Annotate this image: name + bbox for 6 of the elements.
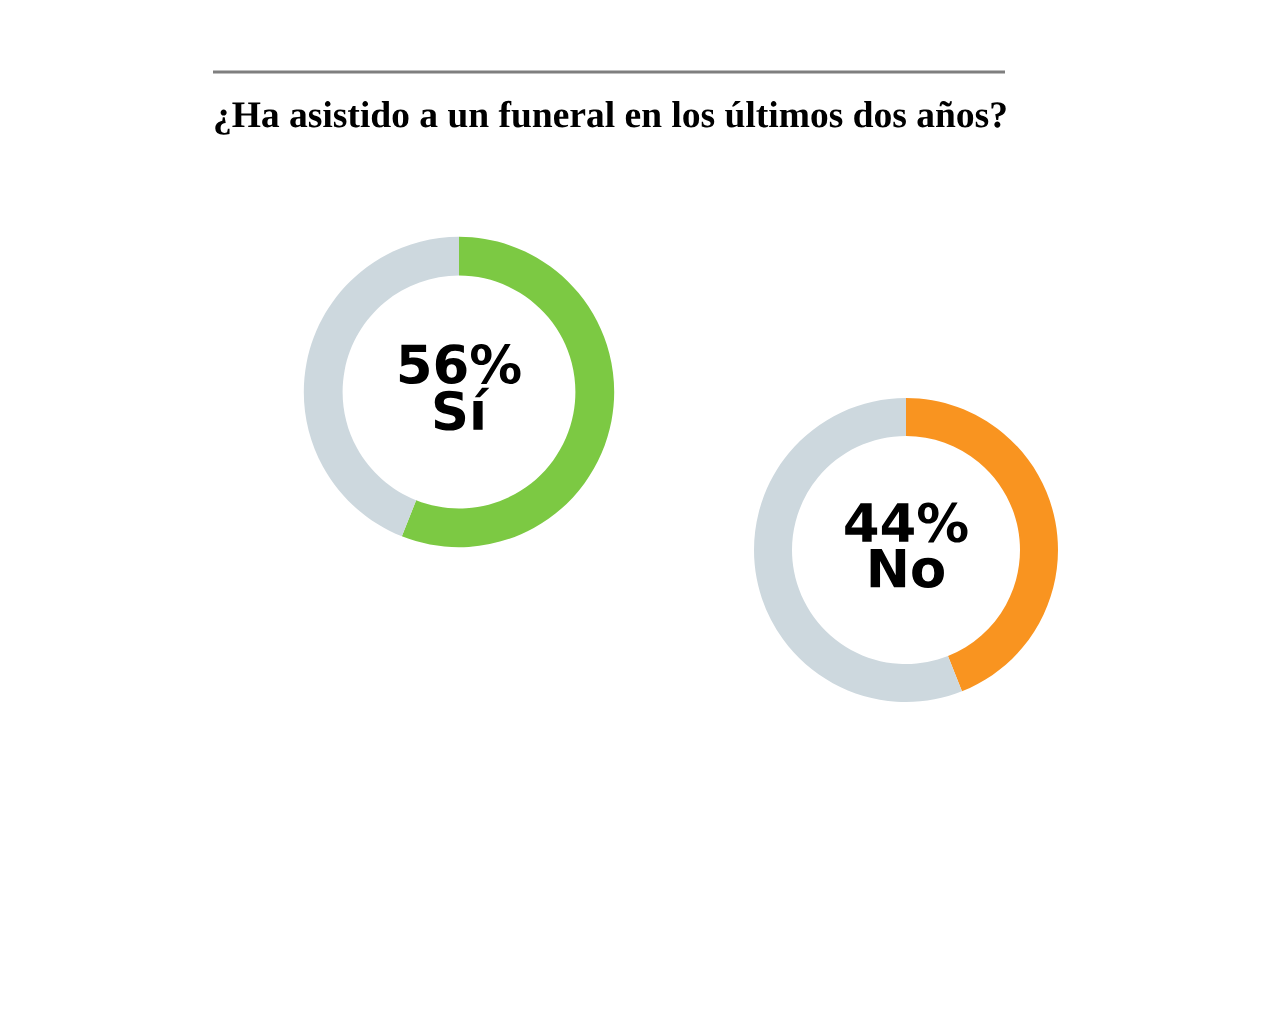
chart-title: ¿Ha asistido a un funeral en los últimos dos años? [215,100,1006,135]
data-label: 56% [399,344,521,385]
slice-label: No [870,548,944,589]
slice-label: Sí [434,387,490,431]
data-label: 44% [845,502,968,543]
donut-slice [401,236,615,548]
